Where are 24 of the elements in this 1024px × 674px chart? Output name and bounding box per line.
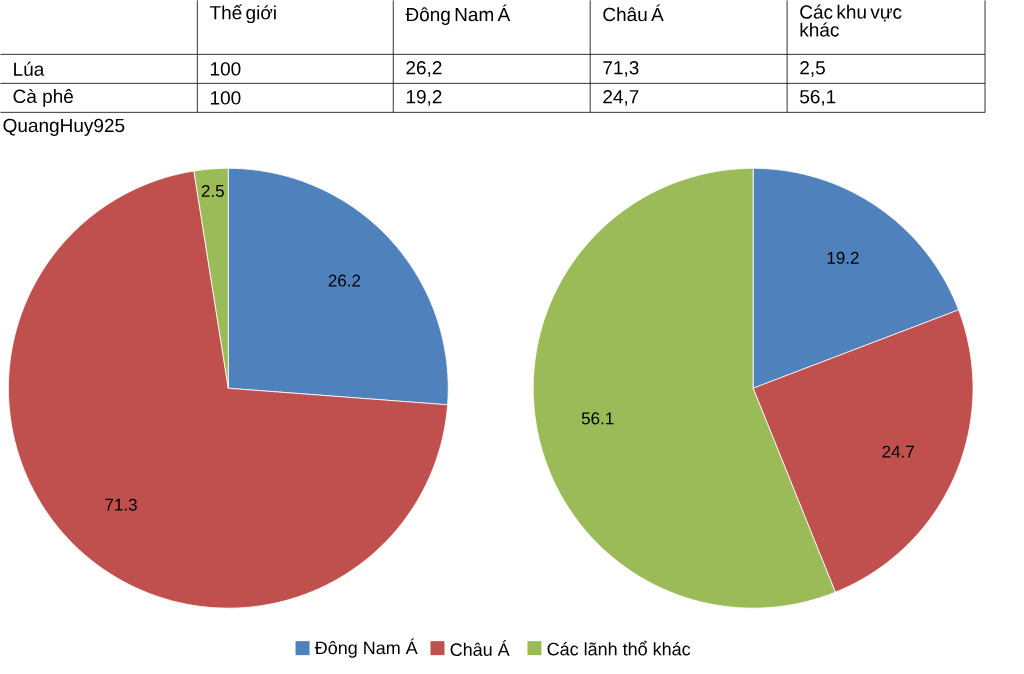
legend-label: Châu Á	[450, 640, 510, 656]
data-label: 56.1	[581, 412, 614, 425]
data-label: 26.2	[328, 274, 361, 287]
data-label: 2.5	[201, 184, 224, 197]
legend-label: Đông Nam Á	[314, 638, 418, 658]
text: 2,5	[800, 60, 825, 77]
text: Các khu vực khác	[800, 4, 902, 37]
text: Lúa	[14, 61, 45, 76]
text: 19,2	[406, 89, 442, 106]
text: QuangHuy925	[3, 118, 125, 136]
text: 24,7	[603, 89, 639, 106]
text: 26,2	[406, 60, 442, 77]
legend-label: Các lãnh thổ khác	[547, 640, 691, 656]
text: 100	[210, 91, 241, 105]
text: 71,3	[603, 60, 639, 77]
text: Châu Á	[603, 4, 664, 22]
data-label: 19.2	[827, 251, 859, 264]
text: 56,1	[800, 89, 836, 106]
text: 100	[210, 62, 241, 76]
data-label: 24.7	[882, 445, 914, 458]
text: Đông Nam Á	[405, 4, 511, 25]
text: Thế giới	[209, 4, 276, 24]
data-label: 71.3	[105, 498, 137, 511]
text: Cà phê	[13, 88, 73, 107]
